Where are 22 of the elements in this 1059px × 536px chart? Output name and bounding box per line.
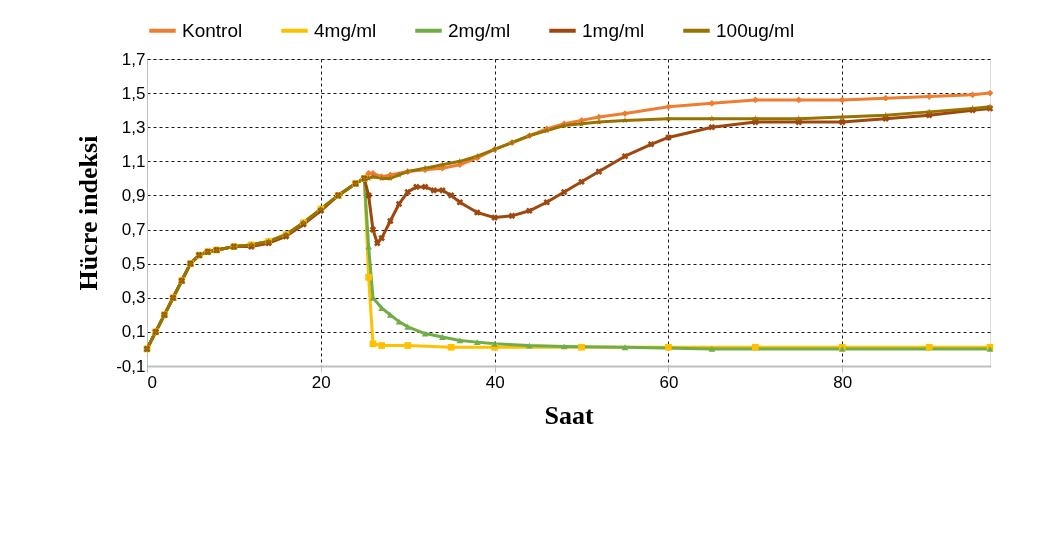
x-tick-label: 60 [659,372,679,392]
y-tick-label: 0,3 [121,288,146,308]
x-tick-label: 20 [311,372,331,392]
x-axis-title: Saat [544,400,594,430]
legend-label: Kontrol [182,19,243,41]
y-tick-label: 1,1 [121,151,146,171]
x-tick-label: 40 [485,372,505,392]
y-tick-label: 0,1 [121,322,146,342]
y-tick-label: 0,9 [121,185,146,205]
x-tick-label: 80 [833,372,853,392]
y-tick-label: 1,3 [121,117,146,137]
legend-label: 4mg/ml [314,19,377,41]
y-tick-label: -0,1 [116,356,146,376]
legend-label: 100ug/ml [716,19,795,41]
legend-label: 2mg/ml [448,19,511,41]
y-tick-label: 0,5 [121,254,146,274]
x-tick-label: 0 [147,372,157,392]
y-tick-label: 1,7 [121,49,146,69]
legend-label: 1mg/ml [582,19,645,41]
y-tick-label: 1,5 [121,83,146,103]
y-tick-label: 0,7 [121,220,146,240]
y-axis-title: Hücre indeksi [74,135,104,291]
